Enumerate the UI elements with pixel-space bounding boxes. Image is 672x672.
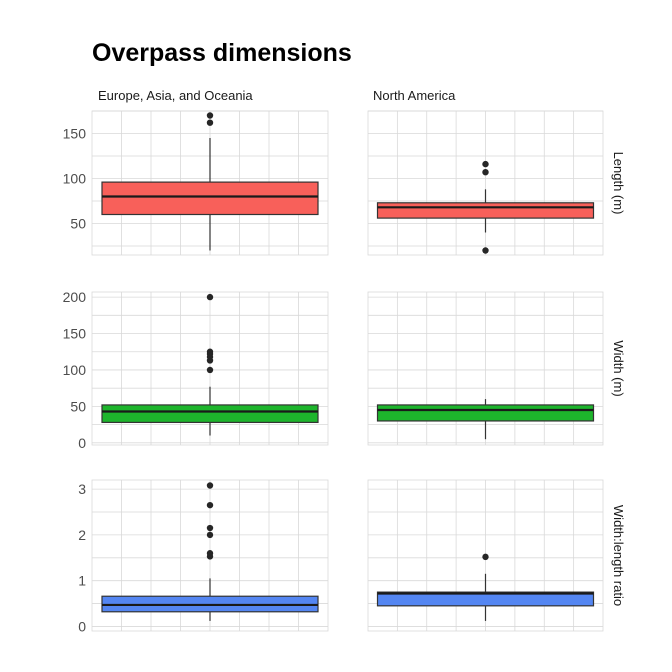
chart-title: Overpass dimensions: [92, 39, 352, 67]
panels: 50 100 150 Length (m) 0 50 100 150 200 Width (m) 0…: [63, 110, 626, 634]
outlier-point: [482, 169, 489, 176]
box-iqr: [101, 181, 319, 216]
box-iqr: [101, 404, 319, 424]
y-tick-label: 0: [78, 435, 86, 451]
y-tick-label: 150: [63, 126, 87, 142]
outlier-point: [206, 119, 214, 126]
outlier-point: [206, 550, 214, 557]
strip-label-col-1: Europe, Asia, and Oceania: [98, 88, 253, 103]
panel-r3-c1: 0 1 2 3: [78, 479, 329, 634]
y-tick-label: 150: [63, 326, 87, 342]
panel-r1-c1: 50 100 150: [63, 110, 329, 256]
y-tick-label: 100: [63, 362, 87, 378]
y-tick-label: 0: [78, 618, 86, 634]
outlier-point: [206, 531, 214, 539]
outlier-point: [206, 482, 214, 489]
strip-label-row-3: Width:length ratio: [611, 505, 626, 606]
outlier-point: [482, 553, 489, 561]
box-iqr: [376, 591, 595, 607]
y-tick-label: 1: [78, 573, 86, 589]
y-tick-label: 3: [78, 481, 86, 497]
strip-label-row-1: Length (m): [611, 152, 626, 215]
outlier-point: [206, 501, 214, 509]
panel-r1-c2: Length (m): [367, 110, 626, 256]
y-tick-label: 200: [63, 289, 87, 305]
outlier-point: [206, 524, 214, 532]
box-iqr: [376, 404, 595, 422]
strip-label-row-2: Width (m): [611, 340, 626, 396]
y-tick-label: 50: [70, 398, 86, 414]
panel-r2-c2: Width (m): [367, 291, 626, 446]
y-tick-label: 100: [63, 171, 87, 187]
outlier-point: [206, 348, 214, 355]
outlier-point: [482, 247, 489, 254]
outlier-point: [482, 160, 489, 168]
y-tick-label: 2: [78, 527, 86, 543]
outlier-point: [206, 293, 214, 301]
panel-r2-c1: 0 50 100 150 200: [63, 289, 329, 451]
box-iqr: [376, 202, 595, 219]
strip-label-col-2: North America: [373, 88, 456, 103]
outlier-point: [206, 366, 214, 374]
panel-r3-c2: Width:length ratio: [367, 479, 626, 632]
y-tick-label: 50: [70, 216, 86, 232]
outlier-point: [206, 112, 214, 119]
